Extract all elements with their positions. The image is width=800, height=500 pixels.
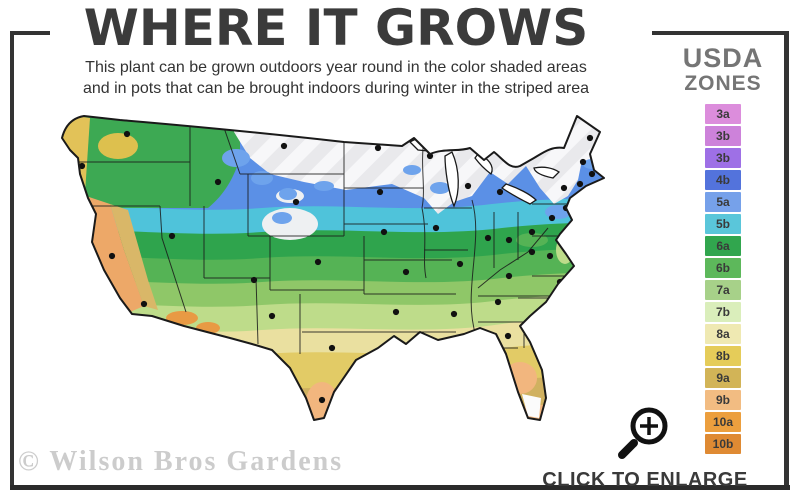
city-dot [532, 322, 540, 330]
city-dot [528, 228, 536, 236]
subtitle: This plant can be grown outdoors year ro… [14, 57, 658, 99]
city-dot [318, 396, 326, 404]
frame-border-top-right [652, 31, 789, 35]
zone-chip-7b: 7b [705, 302, 741, 322]
city-dot [372, 356, 380, 364]
city-dot [579, 158, 587, 166]
city-dot [586, 134, 594, 142]
zone-chip-10a: 10a [705, 412, 741, 432]
city-dot [268, 312, 276, 320]
zone-chip-10b: 10b [705, 434, 741, 454]
city-dot [168, 232, 176, 240]
frame-border-right [784, 31, 789, 490]
subtitle-line-2: and in pots that can be brought indoors … [82, 80, 590, 97]
legend-heading-zones: ZONES [684, 72, 762, 95]
city-dot [576, 180, 584, 188]
us-map-svg [61, 115, 605, 421]
zone-chip-8b: 8b [705, 346, 741, 366]
city-dot [560, 184, 568, 192]
city-dot [528, 248, 536, 256]
zone-chip-9b: 9b [705, 390, 741, 410]
subtitle-line-1: This plant can be grown outdoors year ro… [85, 59, 587, 76]
city-dot [108, 252, 116, 260]
magnifier-zoom-icon [618, 407, 668, 459]
watermark: © Wilson Bros Gardens [18, 446, 344, 477]
city-dot [548, 214, 556, 222]
city-dot [380, 228, 388, 236]
city-dot [392, 308, 400, 316]
city-dot [546, 252, 554, 260]
city-dot [78, 162, 86, 170]
usda-zones-legend: USDA ZONES 3a 3b 3b 4b 5a 5b 6a 6b 7a 7b 8a 8b 9a 9b 1… [659, 44, 787, 454]
us-outline [61, 115, 605, 421]
zone-chip-3a: 3a [705, 104, 741, 124]
zone-chip-3b: 3b [705, 148, 741, 168]
legend-heading-usda: USDA [682, 43, 764, 73]
city-dot [360, 372, 368, 380]
state-borders [76, 120, 577, 354]
click-to-enlarge-button[interactable]: CLICK TO ENLARGE [540, 402, 750, 492]
city-dot [464, 182, 472, 190]
city-dot [376, 188, 384, 196]
frame-border-bottom [10, 485, 790, 490]
city-dot [402, 268, 410, 276]
city-dot [314, 258, 322, 266]
city-dot [588, 170, 596, 178]
city-dot [505, 236, 513, 244]
city-dot [472, 340, 480, 348]
city-dot [250, 276, 258, 284]
city-dot [214, 178, 222, 186]
city-dot [494, 298, 502, 306]
zone-chip-5a: 5a [705, 192, 741, 212]
zone-chip-6a: 6a [705, 236, 741, 256]
city-dot [504, 332, 512, 340]
city-dot [292, 198, 300, 206]
zone-chip-3b: 3b [705, 126, 741, 146]
city-dot [458, 348, 466, 356]
header: WHERE IT GROWS This plant can be grown o… [14, 0, 658, 99]
zone-chip-5b: 5b [705, 214, 741, 234]
city-dot [484, 234, 492, 242]
usda-zone-map[interactable] [32, 100, 672, 480]
city-dot [505, 272, 513, 280]
zone-chip-4b: 4b [705, 170, 741, 190]
frame-border-left [10, 31, 14, 489]
city-dot [518, 410, 526, 418]
city-dot [280, 142, 288, 150]
city-dot [140, 300, 148, 308]
city-dot [456, 260, 464, 268]
city-dot [432, 224, 440, 232]
page-title: WHERE IT GROWS [83, 0, 589, 57]
city-dot [496, 188, 504, 196]
city-dot [374, 144, 382, 152]
zone-chip-9a: 9a [705, 368, 741, 388]
enlarge-label: CLICK TO ENLARGE [542, 469, 748, 491]
city-dot [123, 130, 131, 138]
frame-border-top-left [10, 31, 50, 35]
zone-chip-7a: 7a [705, 280, 741, 300]
city-dot [450, 310, 458, 318]
zone-legend-list: 3a 3b 3b 4b 5a 5b 6a 6b 7a 7b 8a 8b 9a 9b 10a 10b [659, 104, 787, 454]
zone-chip-8a: 8a [705, 324, 741, 344]
city-dot [548, 300, 556, 308]
city-dot [213, 338, 221, 346]
city-dot [498, 384, 506, 392]
city-dot [328, 344, 336, 352]
zone-chip-6b: 6b [705, 258, 741, 278]
